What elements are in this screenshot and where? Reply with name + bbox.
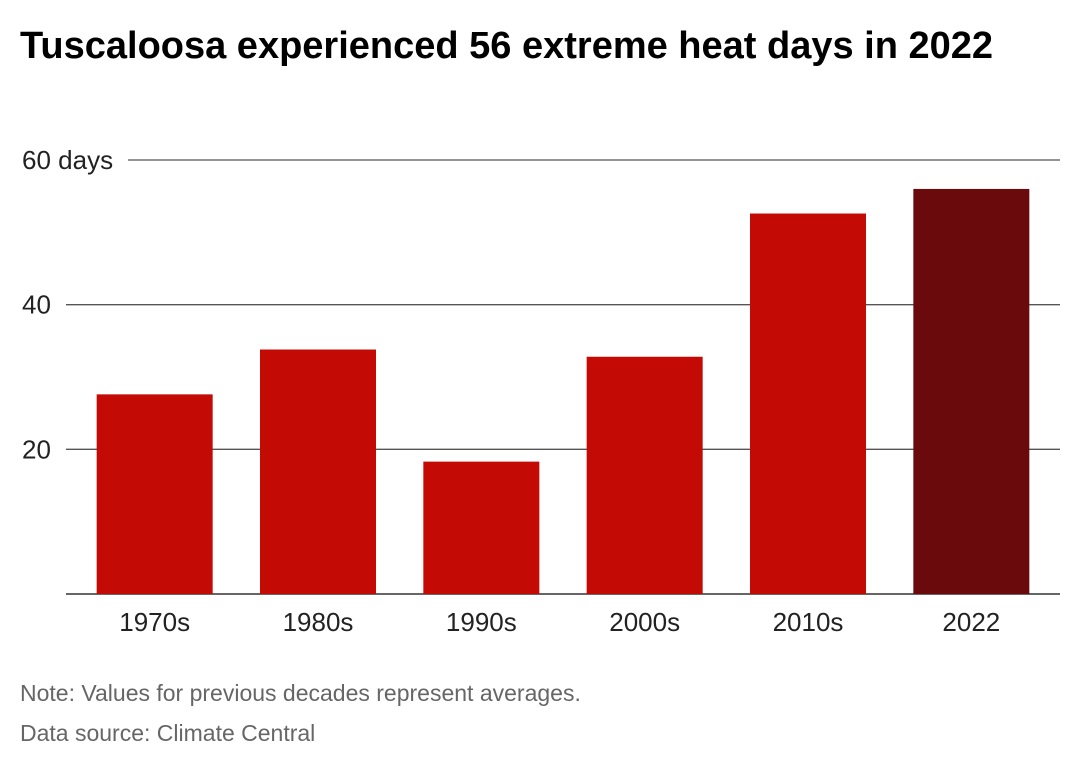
chart-title: Tuscaloosa experienced 56 extreme heat d… (20, 25, 994, 67)
y-tick-label: 40 (22, 290, 51, 320)
y-tick-label: 20 (22, 434, 51, 464)
bar (750, 213, 866, 594)
x-tick-label: 2010s (773, 607, 844, 637)
x-tick-label: 1970s (119, 607, 190, 637)
bar (913, 188, 1030, 594)
x-tick-label: 1980s (283, 607, 354, 637)
bar (423, 461, 540, 594)
y-tick-label: 60 days (22, 145, 113, 175)
x-tick-label: 2022 (942, 607, 1000, 637)
bar (260, 349, 376, 594)
x-tick-label: 2000s (609, 607, 680, 637)
chart-note: Note: Values for previous decades repres… (20, 680, 581, 706)
bar (586, 356, 703, 594)
bar (96, 394, 213, 594)
data-source: Data source: Climate Central (20, 720, 316, 746)
x-tick-label: 1990s (446, 607, 517, 637)
